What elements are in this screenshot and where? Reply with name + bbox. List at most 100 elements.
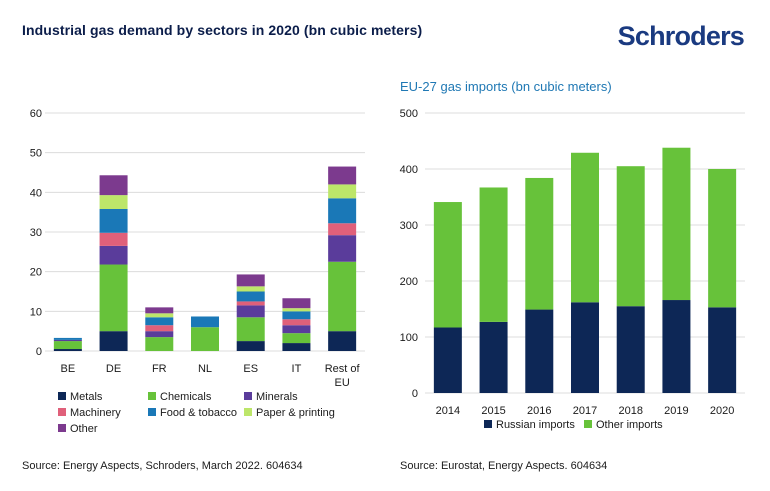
y-tick-label: 10 xyxy=(30,306,42,318)
legend-swatch xyxy=(484,420,492,428)
bar-segment xyxy=(282,319,311,326)
bar-segment xyxy=(616,306,645,393)
bar-segment xyxy=(236,286,265,292)
x-tick-label: EU xyxy=(335,377,350,389)
bar-segment xyxy=(328,198,357,224)
x-tick-label: 2020 xyxy=(710,405,734,417)
y-tick-label: 100 xyxy=(400,332,418,344)
bar-segment xyxy=(99,245,128,265)
bar-segment xyxy=(236,341,265,351)
bar-segment xyxy=(145,325,174,332)
bar-segment xyxy=(145,317,174,326)
bar-segment xyxy=(99,264,128,332)
bar-segment xyxy=(145,337,174,351)
legend-label: Minerals xyxy=(256,391,298,403)
x-tick-label: 2019 xyxy=(664,405,688,417)
legend-swatch xyxy=(244,408,252,416)
bar-segment xyxy=(433,327,462,393)
bar-segment xyxy=(236,274,265,287)
y-tick-label: 0 xyxy=(412,388,418,400)
bar-segment xyxy=(145,313,174,318)
y-tick-label: 30 xyxy=(30,227,42,239)
bar-segment xyxy=(328,235,357,262)
page-title: Industrial gas demand by sectors in 2020… xyxy=(22,22,423,38)
bar-segment xyxy=(282,308,311,312)
legend-swatch xyxy=(148,408,156,416)
bar-segment xyxy=(328,166,357,185)
y-tick-label: 400 xyxy=(400,164,418,176)
right-chart-source: Source: Eurostat, Energy Aspects. 604634 xyxy=(400,460,608,472)
bar-segment xyxy=(328,223,357,236)
bar-segment xyxy=(236,317,265,342)
x-tick-label: Rest of xyxy=(325,363,361,375)
bar-segment xyxy=(662,300,691,393)
bar-segment xyxy=(571,152,599,303)
bar-segment xyxy=(708,169,737,308)
x-tick-label: IT xyxy=(292,363,302,375)
x-tick-label: 2014 xyxy=(436,405,460,417)
bar-segment xyxy=(53,349,82,351)
x-tick-label: BE xyxy=(61,363,76,375)
schroders-logo: Schroders xyxy=(617,21,745,51)
bar-segment xyxy=(236,301,265,306)
bar-segment xyxy=(191,327,219,351)
bar-segment xyxy=(328,261,357,332)
legend-swatch xyxy=(58,424,66,432)
x-tick-label: 2017 xyxy=(573,405,597,417)
bar-segment xyxy=(191,316,219,328)
bar-segment xyxy=(479,187,508,322)
bar-segment xyxy=(282,333,311,344)
legend-label: Other xyxy=(70,423,98,435)
bar-segment xyxy=(99,331,128,351)
bar-segment xyxy=(433,202,462,328)
y-tick-label: 20 xyxy=(30,267,42,279)
x-tick-label: 2015 xyxy=(481,405,505,417)
legend-swatch xyxy=(584,420,592,428)
bar-segment xyxy=(282,343,311,351)
bar-segment xyxy=(145,331,174,338)
bar-segment xyxy=(708,307,737,393)
bar-segment xyxy=(236,305,265,318)
legend-label: Machinery xyxy=(70,407,121,419)
bar-segment xyxy=(99,195,128,209)
x-tick-label: 2016 xyxy=(527,405,551,417)
bar-segment xyxy=(616,166,645,307)
x-tick-label: ES xyxy=(243,363,258,375)
bar-segment xyxy=(328,331,357,351)
legend-swatch xyxy=(148,392,156,400)
y-tick-label: 200 xyxy=(400,276,418,288)
bar-segment xyxy=(99,208,128,233)
x-tick-label: NL xyxy=(198,363,212,375)
y-tick-label: 0 xyxy=(36,346,42,358)
legend-swatch xyxy=(244,392,252,400)
legend-label: Metals xyxy=(70,391,103,403)
bar-segment xyxy=(328,184,357,199)
bar-segment xyxy=(282,325,311,334)
bar-segment xyxy=(571,302,599,393)
bar-segment xyxy=(53,339,82,342)
legend-swatch xyxy=(58,392,66,400)
bar-segment xyxy=(145,307,174,314)
y-tick-label: 60 xyxy=(30,108,42,120)
bar-segment xyxy=(479,321,508,393)
bar-segment xyxy=(662,147,691,301)
y-tick-label: 40 xyxy=(30,187,42,199)
y-tick-label: 50 xyxy=(30,148,42,160)
y-tick-label: 300 xyxy=(400,220,418,232)
legend-swatch xyxy=(58,408,66,416)
legend-label: Other imports xyxy=(596,419,663,431)
bar-segment xyxy=(99,175,128,196)
x-tick-label: FR xyxy=(152,363,167,375)
bar-segment xyxy=(99,232,128,246)
bar-segment xyxy=(236,291,265,302)
legend-label: Russian imports xyxy=(496,419,575,431)
bar-segment xyxy=(53,337,82,340)
legend-label: Chemicals xyxy=(160,391,212,403)
bar-segment xyxy=(525,177,554,310)
bar-segment xyxy=(53,341,82,350)
bar-segment xyxy=(282,298,311,309)
legend-label: Paper & printing xyxy=(256,407,335,419)
bar-segment xyxy=(525,309,554,393)
right-chart-title: EU-27 gas imports (bn cubic meters) xyxy=(400,79,612,94)
